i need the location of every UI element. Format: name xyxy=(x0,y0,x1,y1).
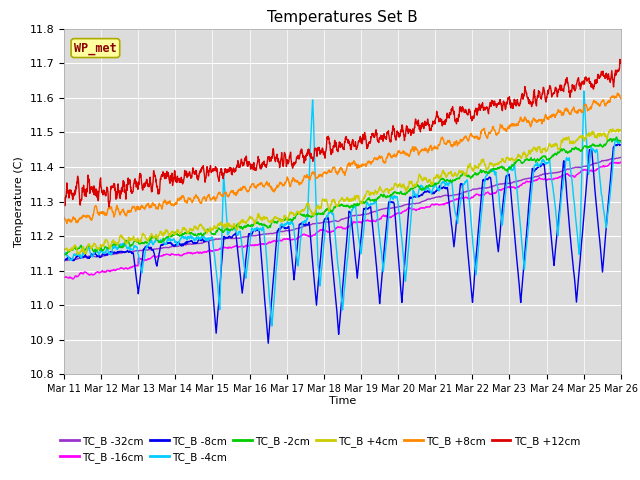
TC_B +8cm xyxy=(216,190,223,195)
TC_B -16cm xyxy=(216,246,223,252)
TC_B -8cm xyxy=(371,245,379,251)
TC_B -4cm xyxy=(504,166,512,172)
TC_B +4cm xyxy=(609,126,617,132)
Line: TC_B -4cm: TC_B -4cm xyxy=(64,91,621,326)
Title: Temperatures Set B: Temperatures Set B xyxy=(267,10,418,25)
TC_B -32cm xyxy=(504,180,512,186)
TC_B +12cm xyxy=(359,138,367,144)
TC_B -32cm xyxy=(63,258,71,264)
TC_B +4cm xyxy=(359,197,367,203)
Line: TC_B -2cm: TC_B -2cm xyxy=(64,137,621,255)
TC_B -32cm xyxy=(216,236,223,242)
TC_B -2cm xyxy=(617,138,625,144)
Line: TC_B +8cm: TC_B +8cm xyxy=(64,93,621,224)
TC_B -8cm xyxy=(216,293,223,299)
TC_B +12cm xyxy=(105,204,113,210)
TC_B -4cm xyxy=(617,138,625,144)
Line: TC_B +4cm: TC_B +4cm xyxy=(64,129,621,254)
TC_B -32cm xyxy=(568,166,575,171)
TC_B +8cm xyxy=(584,106,591,111)
TC_B +12cm xyxy=(584,76,591,82)
TC_B +8cm xyxy=(504,125,512,131)
TC_B +12cm xyxy=(616,57,624,62)
TC_B +4cm xyxy=(371,190,379,195)
TC_B +12cm xyxy=(617,60,625,66)
TC_B +8cm xyxy=(60,215,68,220)
TC_B -4cm xyxy=(371,199,379,204)
TC_B -2cm xyxy=(568,145,575,151)
TC_B -4cm xyxy=(584,156,591,162)
TC_B -4cm xyxy=(359,236,367,241)
TC_B -8cm xyxy=(359,216,367,222)
TC_B +4cm xyxy=(584,132,591,137)
TC_B -2cm xyxy=(371,197,379,203)
TC_B +8cm xyxy=(371,156,379,161)
TC_B +4cm xyxy=(617,127,625,133)
Line: TC_B -32cm: TC_B -32cm xyxy=(64,157,621,261)
TC_B +4cm xyxy=(568,140,575,146)
TC_B -8cm xyxy=(568,250,575,255)
TC_B +12cm xyxy=(371,134,379,140)
TC_B +8cm xyxy=(568,108,575,114)
TC_B -4cm xyxy=(580,88,588,94)
TC_B -16cm xyxy=(69,276,77,282)
TC_B -16cm xyxy=(584,168,591,173)
TC_B -16cm xyxy=(60,275,68,280)
TC_B -2cm xyxy=(61,252,69,258)
TC_B -4cm xyxy=(60,251,68,257)
TC_B +8cm xyxy=(614,90,621,96)
TC_B -16cm xyxy=(617,159,625,165)
TC_B -16cm xyxy=(568,173,575,179)
TC_B -2cm xyxy=(216,226,223,232)
TC_B -8cm xyxy=(60,258,68,264)
TC_B +4cm xyxy=(216,222,223,228)
TC_B +8cm xyxy=(617,96,625,102)
TC_B -8cm xyxy=(584,171,591,177)
TC_B +8cm xyxy=(359,161,367,167)
TC_B -16cm xyxy=(504,184,512,190)
TC_B +12cm xyxy=(504,96,512,102)
TC_B +12cm xyxy=(60,195,68,201)
X-axis label: Time: Time xyxy=(329,396,356,406)
TC_B -4cm xyxy=(568,176,575,182)
TC_B -16cm xyxy=(371,218,379,224)
Text: WP_met: WP_met xyxy=(74,42,116,55)
TC_B -2cm xyxy=(584,144,591,149)
Line: TC_B -16cm: TC_B -16cm xyxy=(64,162,621,279)
TC_B -32cm xyxy=(617,155,625,160)
TC_B +12cm xyxy=(216,174,223,180)
TC_B -2cm xyxy=(613,134,621,140)
TC_B -8cm xyxy=(504,172,512,178)
Line: TC_B -8cm: TC_B -8cm xyxy=(64,144,621,343)
TC_B -32cm xyxy=(359,212,367,217)
TC_B -32cm xyxy=(60,257,68,263)
Y-axis label: Temperature (C): Temperature (C) xyxy=(14,156,24,247)
TC_B -4cm xyxy=(216,301,223,307)
TC_B -32cm xyxy=(584,163,591,169)
TC_B -2cm xyxy=(504,166,512,172)
TC_B -32cm xyxy=(371,209,379,215)
TC_B +4cm xyxy=(60,247,68,252)
TC_B +12cm xyxy=(568,88,575,94)
TC_B -16cm xyxy=(359,218,367,224)
TC_B -2cm xyxy=(359,200,367,205)
TC_B +8cm xyxy=(63,221,70,227)
TC_B -4cm xyxy=(268,323,276,329)
Legend: TC_B -32cm, TC_B -16cm, TC_B -8cm, TC_B -4cm, TC_B -2cm, TC_B +4cm, TC_B +8cm, T: TC_B -32cm, TC_B -16cm, TC_B -8cm, TC_B … xyxy=(56,432,584,467)
TC_B -2cm xyxy=(60,252,68,257)
TC_B -8cm xyxy=(264,340,272,346)
TC_B -8cm xyxy=(617,142,625,148)
TC_B -8cm xyxy=(614,141,622,147)
Line: TC_B +12cm: TC_B +12cm xyxy=(64,60,621,207)
TC_B +4cm xyxy=(504,155,512,161)
TC_B +4cm xyxy=(74,252,81,257)
